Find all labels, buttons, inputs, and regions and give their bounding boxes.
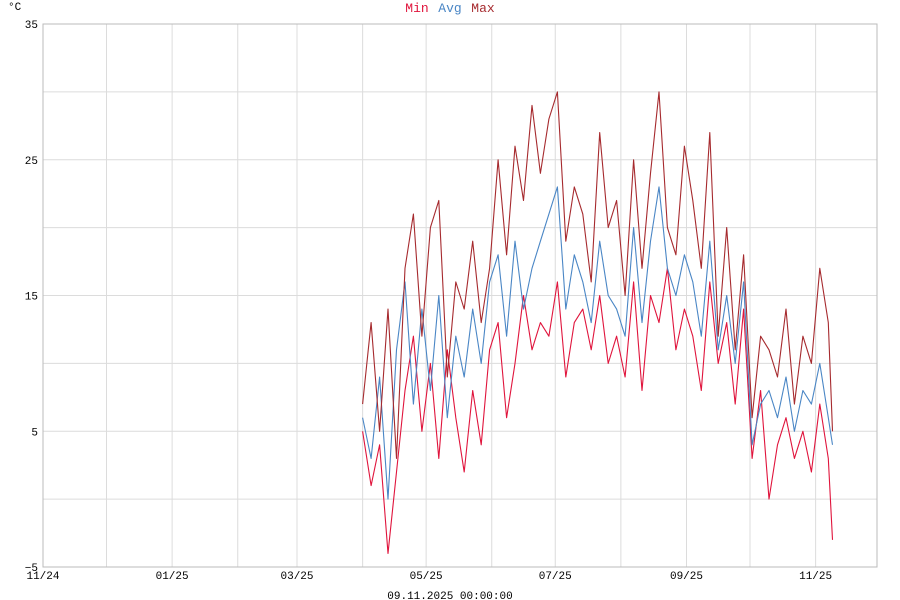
series-line-avg	[362, 186, 834, 500]
x-tick-label: 11/24	[26, 571, 59, 583]
footer-timestamp: 09.11.2025 00:00:00	[387, 591, 512, 600]
x-tick-label: 11/25	[799, 571, 832, 583]
series-layer	[362, 91, 834, 554]
y-tick-label: −5	[25, 563, 38, 575]
y-tick-label: 25	[25, 156, 38, 168]
y-tick-label: 15	[25, 292, 38, 304]
y-tick-label: 5	[31, 427, 38, 439]
series-line-max	[362, 91, 834, 459]
x-tick-label: 05/25	[410, 571, 443, 583]
x-tick-label: 07/25	[539, 571, 572, 583]
plot-area-border	[42, 23, 878, 568]
tick-layer: 35 25 15 5 −511/24 01/25 03/25 05/25 07/25 09/25 1…	[25, 20, 832, 583]
x-tick-label: 01/25	[156, 571, 189, 583]
y-axis-unit: °C	[8, 2, 22, 14]
legend-avg: Avg	[438, 1, 461, 16]
x-tick-label: 09/25	[670, 571, 703, 583]
legend-min: Min	[405, 1, 428, 16]
x-tick-label: 03/25	[281, 571, 314, 583]
series-line-min	[362, 267, 834, 554]
y-tick-label: 35	[25, 20, 38, 32]
legend-max: Max	[471, 1, 495, 16]
